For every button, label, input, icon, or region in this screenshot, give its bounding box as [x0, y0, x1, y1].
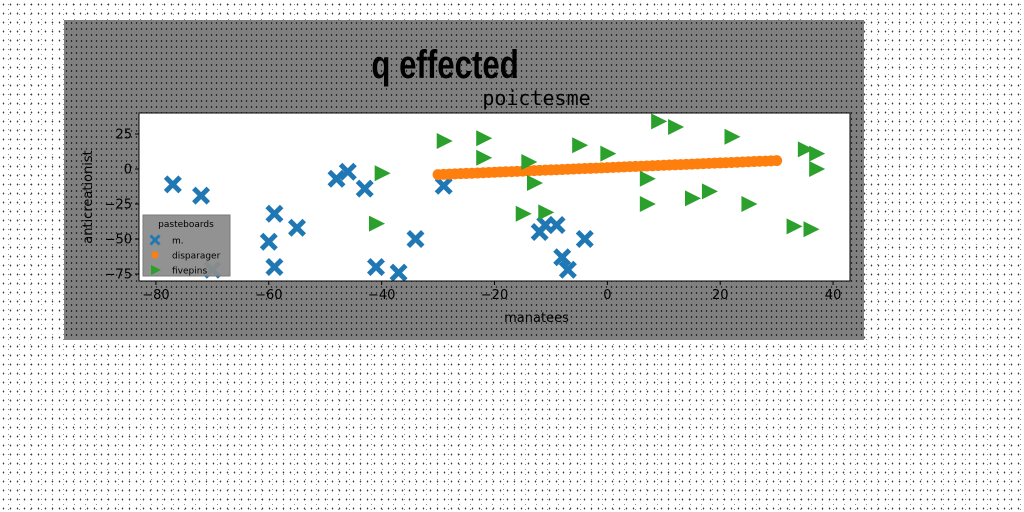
scatter-point — [600, 145, 617, 162]
scatter-point — [265, 204, 284, 223]
y-tick-label: −50 — [105, 233, 132, 248]
y-tick-label: 0 — [124, 163, 132, 178]
x-tick-label: 0 — [603, 288, 611, 303]
scatter-point — [338, 162, 357, 181]
scatter-point — [327, 169, 346, 188]
scatter-point — [434, 176, 453, 195]
legend-marker — [151, 251, 159, 259]
y-tick-label: 25 — [115, 128, 132, 143]
scatter-point — [786, 218, 803, 235]
figure-suptitle: q effected — [371, 43, 519, 87]
scatter-point — [406, 230, 425, 248]
legend-box — [142, 214, 231, 277]
scatter-point — [163, 175, 182, 194]
y-tick-label: −75 — [105, 268, 132, 283]
legend-label: disparager — [172, 252, 221, 262]
legend-label: m. — [172, 237, 184, 247]
scatter-point — [701, 183, 718, 200]
scatter-point — [575, 230, 594, 248]
scatter-point — [803, 221, 820, 238]
figure-panel: q effected −80 −60 −40 −20 0 20 40 25 0 −25 −50 −75… — [64, 20, 864, 340]
scatter-point — [538, 204, 555, 221]
scatter-point — [553, 248, 572, 267]
scatter-point — [651, 113, 668, 130]
scatter-point — [369, 215, 385, 232]
legend: pasteboards m. disparager fivepins — [142, 214, 231, 277]
x-tick-label: −80 — [142, 288, 169, 303]
scatter-point — [741, 196, 758, 212]
legend-marker — [149, 234, 161, 246]
scatter-point — [668, 119, 685, 135]
scatter-point — [521, 154, 538, 170]
x-tick-label: 20 — [712, 288, 729, 303]
scatter-point — [771, 155, 783, 167]
scatter-point — [685, 190, 701, 207]
scatter-point — [259, 232, 278, 251]
scatter-point — [572, 137, 589, 154]
y-axis-label: anticreationist — [81, 150, 96, 243]
scatter-point — [374, 165, 391, 182]
legend-label: fivepins — [172, 267, 207, 277]
marks-layer — [163, 113, 826, 282]
scatter-point — [547, 216, 566, 234]
y-tick-label: −25 — [105, 198, 132, 213]
x-axis-label: manatees — [504, 311, 569, 326]
x-tick-label: −40 — [368, 288, 395, 303]
scatter-point — [389, 263, 408, 282]
scatter-point — [639, 196, 656, 212]
x-tick-label: 40 — [825, 288, 842, 303]
scatter-point — [797, 141, 814, 158]
scatter-point — [355, 179, 374, 198]
chart-title: poictesme — [482, 86, 590, 110]
scatter-point — [476, 149, 493, 166]
legend-marker — [151, 265, 161, 275]
scatter-point — [515, 205, 532, 222]
x-tick-label: −60 — [255, 288, 282, 303]
axes-layer: −80 −60 −40 −20 0 20 40 25 0 −25 −50 −75 — [105, 128, 842, 304]
scatter-point — [476, 130, 493, 147]
scatter-point — [809, 145, 826, 162]
scatter-point — [558, 260, 577, 279]
scatter-point — [724, 128, 741, 145]
scatter-point — [527, 175, 543, 191]
scatter-point — [436, 133, 453, 149]
scatter-point — [288, 218, 306, 237]
scatter-point — [265, 258, 284, 276]
scatter-point — [192, 186, 211, 205]
scatter-point — [809, 161, 826, 177]
scatter-point — [367, 258, 385, 276]
x-tick-label: −20 — [481, 288, 508, 303]
scatter-point — [639, 170, 656, 187]
legend-title: pasteboards — [158, 220, 214, 230]
